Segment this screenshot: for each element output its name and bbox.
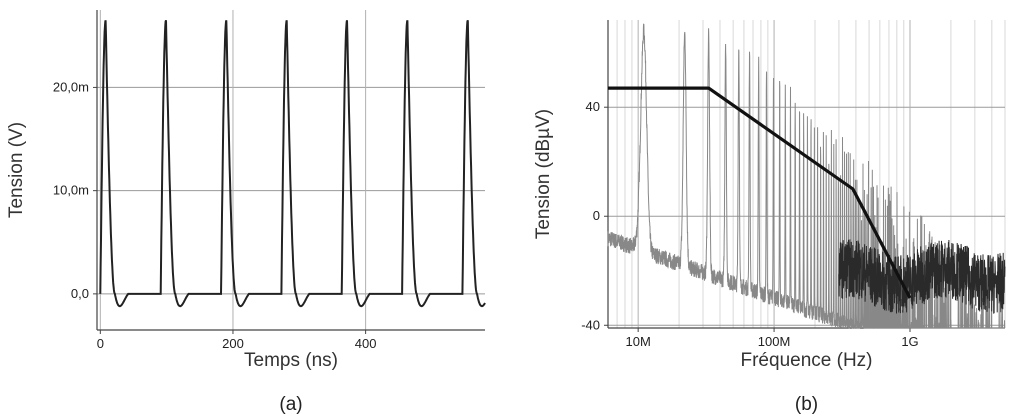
b-panel-label: (b): [795, 394, 818, 415]
b-x-tick-label: 100M: [758, 334, 791, 349]
b-noise-band-line: [838, 239, 1006, 314]
b-x-tick-label: 10M: [626, 334, 651, 349]
b-envelope-series-line: [608, 86, 912, 299]
a-panel-label: (a): [279, 394, 302, 415]
b-y-tick-label: 0: [593, 208, 600, 223]
b-spectrum-series-line: [607, 23, 1006, 329]
b-x-tick-label: 1G: [901, 334, 918, 349]
a-y-axis-label: Tension (V): [6, 122, 27, 218]
b-x-axis-label: Fréquence (Hz): [741, 350, 873, 371]
b-y-axis-label: Tension (dBµV): [533, 109, 554, 239]
a-x-axis-label: Temps (ns): [244, 350, 338, 371]
b-y-tick-label: 40: [586, 99, 600, 114]
b-y-tick-label: -40: [581, 317, 600, 332]
a-pulse-series-line: [99, 20, 486, 308]
a-x-tick-label: 200: [222, 336, 244, 351]
a-x-tick-label: 400: [355, 336, 377, 351]
chart-b-frequency-spectrum: -40 0 40 10M 100M 1G Fréquence (Hz) Tension (dB…: [533, 20, 1006, 415]
a-y-tick-label: 20,0m: [53, 79, 89, 94]
chart-a-time-domain: 0,0 10,0m 20,0m 0 200 400 Temps (ns) Tension (V…: [6, 10, 486, 415]
a-y-tick-label: 10,0m: [53, 183, 89, 198]
a-y-tick-label: 0,0: [71, 286, 89, 301]
a-x-tick-label: 0: [97, 336, 104, 351]
